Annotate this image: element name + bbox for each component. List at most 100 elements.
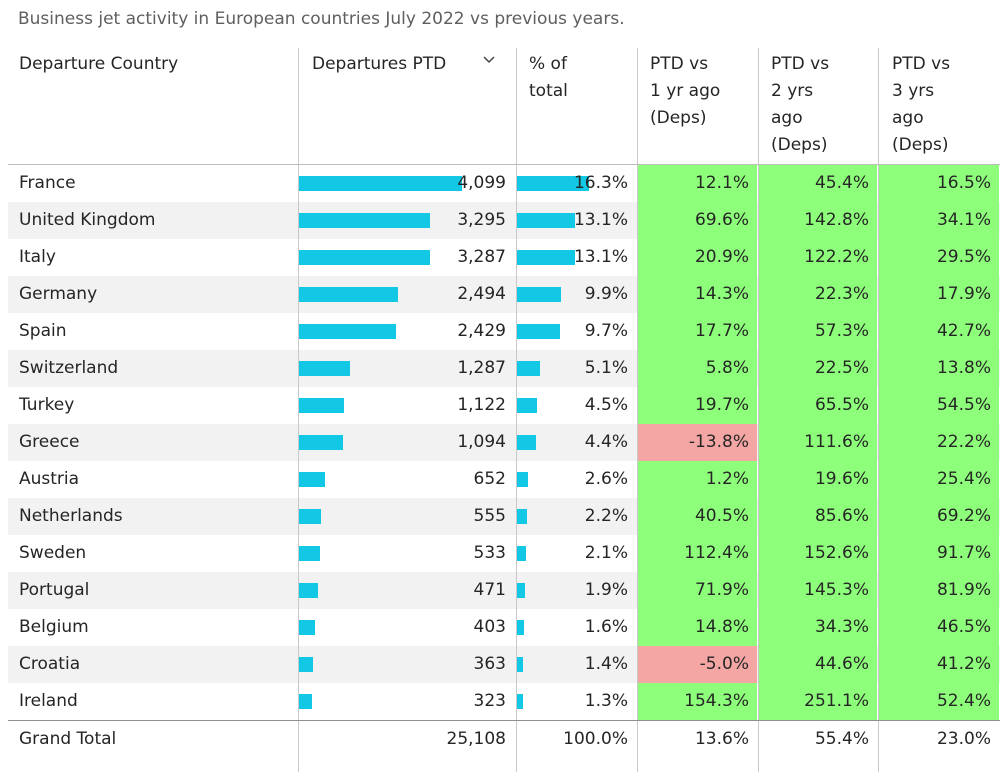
header-ptd-vs-2yrs-line: PTD vs xyxy=(771,54,830,74)
header-ptd-vs-2yrs[interactable]: PTD vs 2 yrs ago (Deps) xyxy=(771,51,829,159)
country-name: Ireland xyxy=(19,691,78,711)
header-ptd-vs-1yr[interactable]: PTD vs 1 yr ago (Deps) xyxy=(650,51,720,132)
pct-total-value: 2.1% xyxy=(584,543,628,563)
pct-total-value: 2.6% xyxy=(584,469,628,489)
positive-cell-bg xyxy=(879,424,999,461)
grand-total-vs3: 23.0% xyxy=(936,729,991,749)
departures-value: 3,295 xyxy=(457,210,506,230)
country-name: Belgium xyxy=(19,617,89,637)
vs3-value: 29.5% xyxy=(936,247,991,267)
departures-value: 652 xyxy=(473,469,506,489)
header-departure-country[interactable]: Departure Country xyxy=(19,54,179,74)
header-ptd-vs-3yrs[interactable]: PTD vs 3 yrs ago (Deps) xyxy=(892,51,950,159)
header-ptd-vs-1yr-line: 1 yr ago xyxy=(650,81,721,101)
country-name: Spain xyxy=(19,321,67,341)
header-departures-ptd[interactable]: Departures PTD xyxy=(312,54,447,74)
positive-cell-bg xyxy=(759,202,877,239)
vs1-value: 20.9% xyxy=(694,247,749,267)
positive-cell-bg xyxy=(638,461,757,498)
header-ptd-vs-3yrs-line: ago xyxy=(892,108,924,128)
departures-bar xyxy=(299,546,320,561)
header-ptd-vs-1yr-line: PTD vs xyxy=(650,54,709,74)
vs1-value: -5.0% xyxy=(699,654,749,674)
departures-bar xyxy=(299,324,396,339)
vs3-value: 17.9% xyxy=(936,284,991,304)
chevron-down-icon[interactable] xyxy=(482,54,496,69)
positive-cell-bg xyxy=(638,202,757,239)
positive-cell-bg xyxy=(638,609,757,646)
country-name: Austria xyxy=(19,469,80,489)
pct-total-bar xyxy=(517,176,589,191)
vs3-value: 52.4% xyxy=(936,691,991,711)
country-name: Sweden xyxy=(19,543,87,563)
positive-cell-bg xyxy=(879,202,999,239)
grand-total-vs1: 13.6% xyxy=(694,729,749,749)
header-pct-total-line: total xyxy=(529,81,568,101)
departures-bar xyxy=(299,176,462,191)
country-name: Croatia xyxy=(19,654,81,674)
positive-cell-bg xyxy=(759,165,877,202)
vs2-value: 142.8% xyxy=(804,210,869,230)
departures-bar xyxy=(299,361,350,376)
positive-cell-bg xyxy=(638,683,757,720)
positive-cell-bg xyxy=(638,313,757,350)
vs1-value: 14.8% xyxy=(694,617,749,637)
pct-total-bar xyxy=(517,324,560,339)
pct-total-bar xyxy=(517,472,528,487)
vs3-value: 69.2% xyxy=(936,506,991,526)
departures-value: 323 xyxy=(473,691,506,711)
grand-total-label: Grand Total xyxy=(19,729,117,749)
positive-cell-bg xyxy=(879,350,999,387)
pct-total-bar xyxy=(517,509,527,524)
departures-value: 2,494 xyxy=(457,284,506,304)
positive-cell-bg xyxy=(879,387,999,424)
chart-title: Business jet activity in European countr… xyxy=(18,9,625,29)
country-name: Switzerland xyxy=(19,358,119,378)
vs1-value: 12.1% xyxy=(694,173,749,193)
grand-total-departures: 25,108 xyxy=(446,729,506,749)
positive-cell-bg xyxy=(879,683,999,720)
country-name: Italy xyxy=(19,247,56,267)
vs1-value: 69.6% xyxy=(694,210,749,230)
positive-cell-bg xyxy=(879,165,999,202)
vs1-value: -13.8% xyxy=(688,432,749,452)
vs1-value: 5.8% xyxy=(705,358,749,378)
vs1-value: 14.3% xyxy=(694,284,749,304)
header-ptd-vs-1yr-line: (Deps) xyxy=(650,108,707,128)
vs2-value: 145.3% xyxy=(804,580,869,600)
table-row: Greece 1,094 4.4% -13.8% 111.6% 22.2% xyxy=(8,424,1000,461)
header-pct-total[interactable]: % of total xyxy=(529,51,568,105)
negative-cell-bg xyxy=(638,424,757,461)
positive-cell-bg xyxy=(638,276,757,313)
departures-bar xyxy=(299,472,325,487)
positive-cell-bg xyxy=(759,683,877,720)
table-row: Germany 2,494 9.9% 14.3% 22.3% 17.9% xyxy=(8,276,1000,313)
vs2-value: 44.6% xyxy=(814,654,869,674)
pct-total-bar xyxy=(517,250,575,265)
header-ptd-vs-3yrs-line: (Deps) xyxy=(892,135,949,155)
pct-total-bar xyxy=(517,435,536,450)
header-ptd-vs-2yrs-line: ago xyxy=(771,108,803,128)
positive-cell-bg xyxy=(879,535,999,572)
positive-cell-bg xyxy=(638,165,757,202)
table-row: France 4,099 16.3% 12.1% 45.4% 16.5% xyxy=(8,165,1000,202)
positive-cell-bg xyxy=(638,350,757,387)
positive-cell-bg xyxy=(879,239,999,276)
table-row: Sweden 533 2.1% 112.4% 152.6% 91.7% xyxy=(8,535,1000,572)
column-divider xyxy=(758,48,759,772)
departures-bar xyxy=(299,398,344,413)
pct-total-value: 2.2% xyxy=(584,506,628,526)
header-ptd-vs-2yrs-line: (Deps) xyxy=(771,135,828,155)
vs2-value: 57.3% xyxy=(814,321,869,341)
positive-cell-bg xyxy=(759,424,877,461)
departures-bar xyxy=(299,620,315,635)
vs3-value: 41.2% xyxy=(936,654,991,674)
vs3-value: 22.2% xyxy=(936,432,991,452)
departures-bar xyxy=(299,694,312,709)
header-ptd-vs-2yrs-line: 2 yrs xyxy=(771,81,814,101)
positive-cell-bg xyxy=(638,572,757,609)
vs2-value: 19.6% xyxy=(814,469,869,489)
pct-total-value: 1.3% xyxy=(584,691,628,711)
table-row: Spain 2,429 9.7% 17.7% 57.3% 42.7% xyxy=(8,313,1000,350)
grand-total-vs2: 55.4% xyxy=(814,729,869,749)
